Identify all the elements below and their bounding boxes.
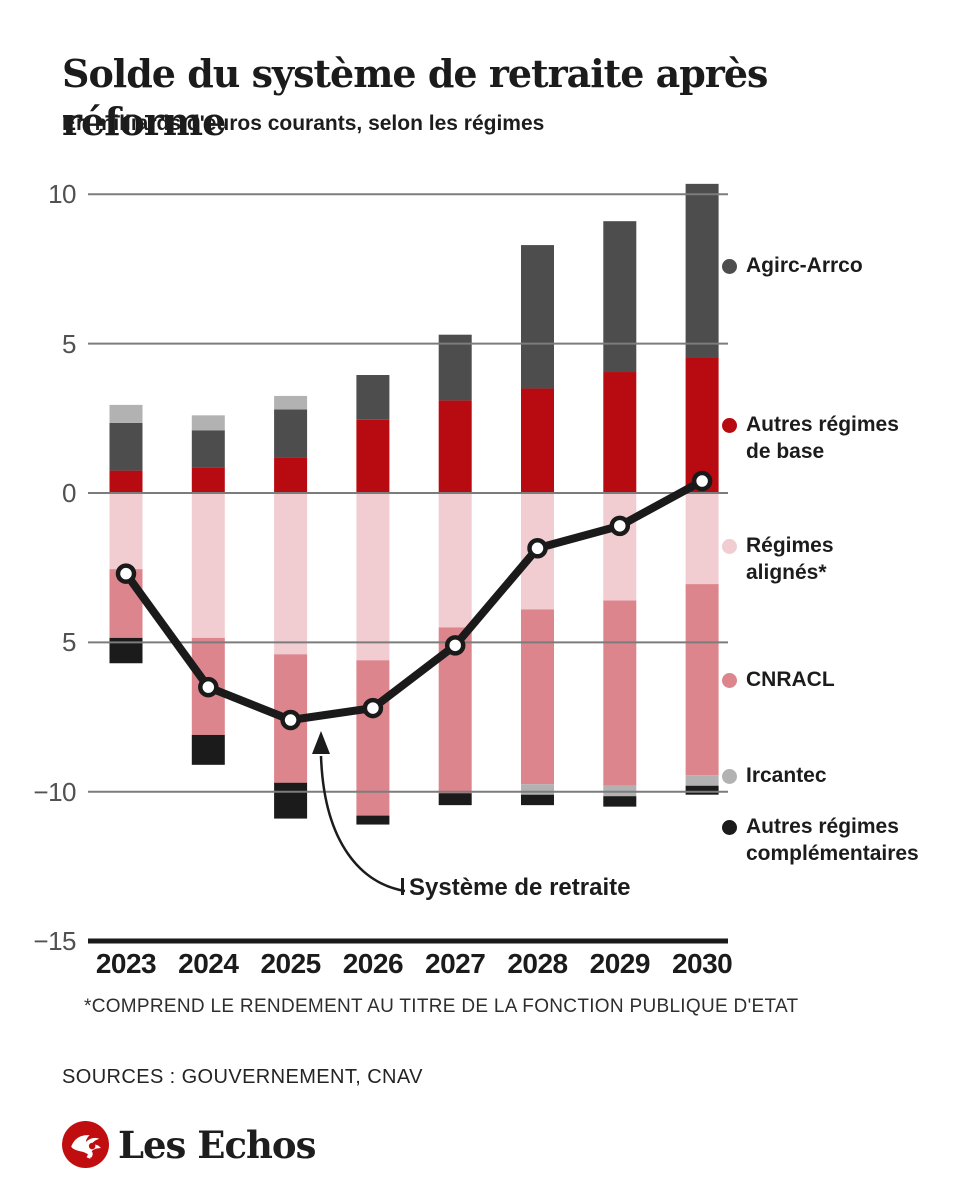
bar-segment-2030-autres-regimes-complementaires bbox=[685, 785, 719, 795]
annotation-arrowhead-icon bbox=[312, 731, 330, 754]
footnote: *COMPREND LE RENDEMENT AU TITRE DE LA FO… bbox=[84, 996, 799, 1017]
bar-segment-2025-agirc-arrco bbox=[274, 409, 308, 458]
bar-segment-2023-autres-regimes-de-base bbox=[109, 470, 143, 493]
bar-segment-2030-agirc-arrco bbox=[685, 183, 719, 358]
bar-segment-2029-regimes-alignes bbox=[603, 493, 637, 601]
line-point-2024 bbox=[198, 676, 219, 698]
bar-segment-2026-regimes-alignes bbox=[356, 493, 390, 661]
bar-segment-2029-agirc-arrco bbox=[603, 221, 637, 373]
bar-segment-2023-regimes-alignes bbox=[109, 493, 143, 570]
bar-segment-2029-autres-regimes-de-base bbox=[603, 372, 637, 493]
bar-segment-2028-ircantec bbox=[521, 784, 554, 795]
bar-segment-2024-regimes-alignes bbox=[191, 493, 225, 638]
x-axis-label-2030: 2030 bbox=[671, 948, 733, 979]
y-axis-tick-label: 5 bbox=[62, 627, 76, 658]
bar-segment-2026-autres-regimes-de-base bbox=[356, 419, 390, 493]
bar-segment-2024-agirc-arrco bbox=[191, 430, 225, 468]
bar-segment-2025-autres-regimes-complementaires bbox=[274, 782, 308, 819]
x-axis-label-2029: 2029 bbox=[589, 948, 651, 979]
legend-label: Ircantec bbox=[746, 764, 827, 787]
legend-dot-icon bbox=[722, 539, 737, 554]
legend-item-autres-r-gimes-de-base: Autres régimes de base bbox=[722, 411, 899, 465]
line-point-2028 bbox=[527, 538, 548, 559]
bar-segment-2026-agirc-arrco bbox=[356, 375, 390, 420]
bar-segment-2026-autres-regimes-complementaires bbox=[356, 815, 390, 825]
legend-label: CNRACL bbox=[746, 668, 835, 691]
bar-segment-2027-agirc-arrco bbox=[438, 334, 472, 401]
x-axis-label-2026: 2026 bbox=[342, 948, 404, 979]
x-axis-label-2025: 2025 bbox=[260, 948, 321, 979]
legend-item-cnracl: CNRACL bbox=[722, 666, 835, 693]
bar-segment-2028-cnracl bbox=[521, 609, 554, 785]
bar-segment-2025-autres-regimes-de-base bbox=[274, 457, 308, 493]
line-series-systeme-de-retraite bbox=[122, 477, 707, 725]
line-point-2026 bbox=[362, 697, 384, 719]
bar-segment-2025-regimes-alignes bbox=[274, 493, 308, 655]
x-axis-label-2028: 2028 bbox=[507, 948, 568, 979]
legend-label: Autres régimes de base bbox=[746, 413, 899, 463]
line-point-2025 bbox=[280, 709, 301, 731]
bar-segment-2030-autres-regimes-de-base bbox=[685, 357, 719, 493]
sources-note: SOURCES : GOUVERNEMENT, CNAV bbox=[62, 1066, 423, 1088]
bar-segment-2027-autres-regimes-complementaires bbox=[438, 793, 472, 806]
bar-segment-2027-autres-regimes-de-base bbox=[438, 400, 472, 493]
bar-segment-2023-ircantec bbox=[109, 404, 143, 423]
line-point-2027 bbox=[444, 635, 466, 656]
y-axis-tick-label: 0 bbox=[62, 478, 76, 508]
les-echos-logo-bird-icon bbox=[62, 1121, 109, 1168]
y-axis-tick-label: 5 bbox=[62, 328, 76, 359]
legend-dot-icon bbox=[722, 673, 737, 688]
bar-segment-2024-autres-regimes-complementaires bbox=[191, 734, 225, 765]
legend-item-r-gimes-align-s-: Régimes alignés* bbox=[722, 532, 834, 586]
legend-item-agirc-arrco: Agirc-Arrco bbox=[722, 252, 863, 279]
line-series-annotation: Système de retraite bbox=[409, 874, 631, 901]
x-axis-label-2024: 2024 bbox=[178, 948, 239, 979]
chart-title: Solde du système de retraite après réfor… bbox=[62, 51, 768, 144]
bar-segment-2026-cnracl bbox=[356, 660, 390, 816]
annotation-leader-tick bbox=[401, 878, 404, 895]
les-echos-logo-text: Les Echos bbox=[118, 1122, 316, 1167]
bar-segment-2025-ircantec bbox=[274, 395, 308, 410]
bar-segment-2030-regimes-alignes bbox=[685, 493, 719, 585]
legend-item-autres-r-gimes-compl-mentaires: Autres régimes complémentaires bbox=[722, 813, 919, 867]
bar-segment-2023-agirc-arrco bbox=[109, 422, 143, 471]
line-point-2029 bbox=[609, 515, 631, 537]
bar-segment-2030-cnracl bbox=[685, 584, 719, 776]
les-echos-logo: Les Echos bbox=[62, 1121, 316, 1168]
legend-label: Autres régimes complémentaires bbox=[746, 815, 919, 865]
bar-segment-2029-autres-regimes-complementaires bbox=[603, 796, 637, 807]
legend-item-ircantec: Ircantec bbox=[722, 762, 827, 789]
y-axis-tick-label: −15 bbox=[33, 926, 76, 957]
line-point-2023 bbox=[115, 563, 137, 584]
bar-segment-2024-autres-regimes-de-base bbox=[191, 467, 225, 493]
y-axis-tick-label: −10 bbox=[33, 776, 76, 807]
legend-label: Régimes alignés* bbox=[746, 534, 834, 584]
chart-subtitle: En milliards d'euros courants, selon les… bbox=[62, 112, 545, 135]
line-point-2030 bbox=[691, 470, 713, 492]
x-axis-label-2023: 2023 bbox=[95, 948, 157, 979]
legend-dot-icon bbox=[722, 820, 737, 835]
bar-segment-2028-autres-regimes-de-base bbox=[521, 388, 554, 493]
annotation-arrow-curve bbox=[319, 755, 406, 893]
y-axis-tick-label: 10 bbox=[48, 179, 76, 210]
legend-dot-icon bbox=[722, 418, 737, 433]
bar-segment-2028-agirc-arrco bbox=[521, 245, 554, 389]
bar-segment-2030-ircantec bbox=[685, 775, 719, 786]
bar-segment-2027-regimes-alignes bbox=[438, 493, 472, 628]
bar-segment-2028-autres-regimes-complementaires bbox=[521, 794, 554, 806]
legend-label: Agirc-Arrco bbox=[746, 254, 863, 277]
legend-dot-icon bbox=[722, 769, 737, 784]
bar-segment-2029-cnracl bbox=[603, 600, 637, 786]
bar-segment-2024-ircantec bbox=[191, 415, 225, 431]
x-axis-label-2027: 2027 bbox=[425, 948, 486, 979]
legend-dot-icon bbox=[722, 259, 737, 274]
